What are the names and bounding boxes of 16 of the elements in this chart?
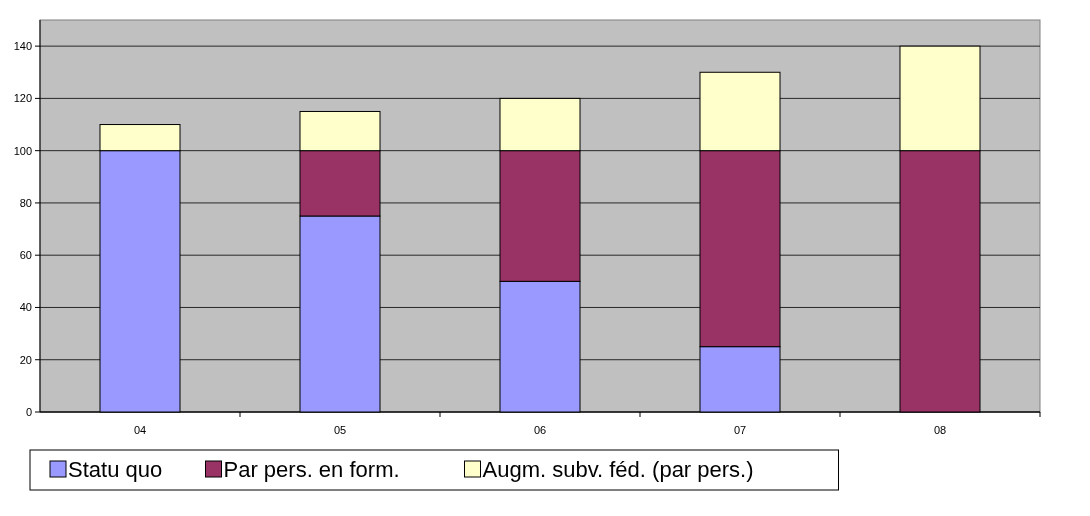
y-tick-label: 120	[13, 92, 32, 105]
legend-label: Augm. subv. féd. (par pers.)	[482, 457, 754, 482]
y-tick-label: 40	[19, 301, 32, 314]
x-tick-label: 05	[333, 424, 347, 436]
legend-label: Par pers. en form.	[223, 457, 400, 482]
y-tick-label: 60	[19, 249, 32, 262]
x-tick-label: 06	[533, 424, 547, 436]
y-tick-label: 80	[19, 196, 32, 209]
y-tick-label: 100	[13, 144, 32, 157]
y-tick-label: 140	[13, 40, 32, 53]
x-tick-label: 04	[133, 424, 147, 436]
y-tick-label: 0	[25, 406, 32, 418]
y-tick-label: 20	[19, 353, 32, 366]
x-tick-label: 07	[733, 424, 747, 436]
x-tick-label: 08	[933, 424, 947, 436]
legend-label: Statu quo	[68, 457, 163, 482]
